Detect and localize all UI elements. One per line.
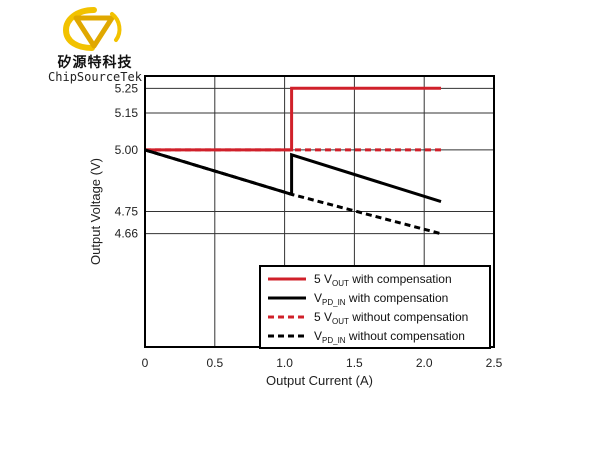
legend-label: VPD_IN with compensation <box>314 291 448 307</box>
series-line-2 <box>144 148 442 204</box>
logo-arc-icon <box>62 7 97 51</box>
x-tick-label: 1.0 <box>276 356 293 370</box>
legend: 5 VOUT with compensation VPD_IN with comp… <box>259 265 491 349</box>
series-line-1 <box>145 86 441 152</box>
legend-label: 5 VOUT with compensation <box>314 272 452 288</box>
logo-company-name-en: ChipSourceTek <box>48 70 142 84</box>
x-tick-label: 2.5 <box>486 356 503 370</box>
legend-label: VPD_IN without compensation <box>314 329 465 345</box>
x-axis-title: Output Current (A) <box>266 373 373 388</box>
x-tick-label: 0.5 <box>206 356 223 370</box>
chipsourcetek-logo-icon <box>62 7 122 51</box>
y-axis-title: Output Voltage (V) <box>88 158 103 265</box>
series-lines <box>144 86 442 236</box>
logo-company-name-cn: 矽源特科技 <box>57 55 133 71</box>
y-tick-label: 4.66 <box>115 227 139 241</box>
x-tick-label: 0 <box>142 356 149 370</box>
x-tick-label: 1.5 <box>346 356 363 370</box>
legend-label: 5 VOUT without compensation <box>314 310 468 326</box>
y-tick-label: 4.75 <box>115 205 139 219</box>
y-tick-label: 5.15 <box>115 106 139 120</box>
company-logo: 矽源特科技 ChipSourceTek <box>40 6 150 86</box>
x-tick-label: 2.0 <box>416 356 433 370</box>
logo-triangle-icon <box>73 15 115 49</box>
y-tick-label: 5.00 <box>115 143 139 157</box>
y-tick-label: 5.25 <box>115 81 139 95</box>
logo-swoosh-icon <box>110 12 122 42</box>
series-line-4 <box>144 148 442 236</box>
tick-labels: 0 0.5 1.0 1.5 2.0 2.5 4.66 4.75 5.00 5.15 5.25 <box>115 81 503 370</box>
